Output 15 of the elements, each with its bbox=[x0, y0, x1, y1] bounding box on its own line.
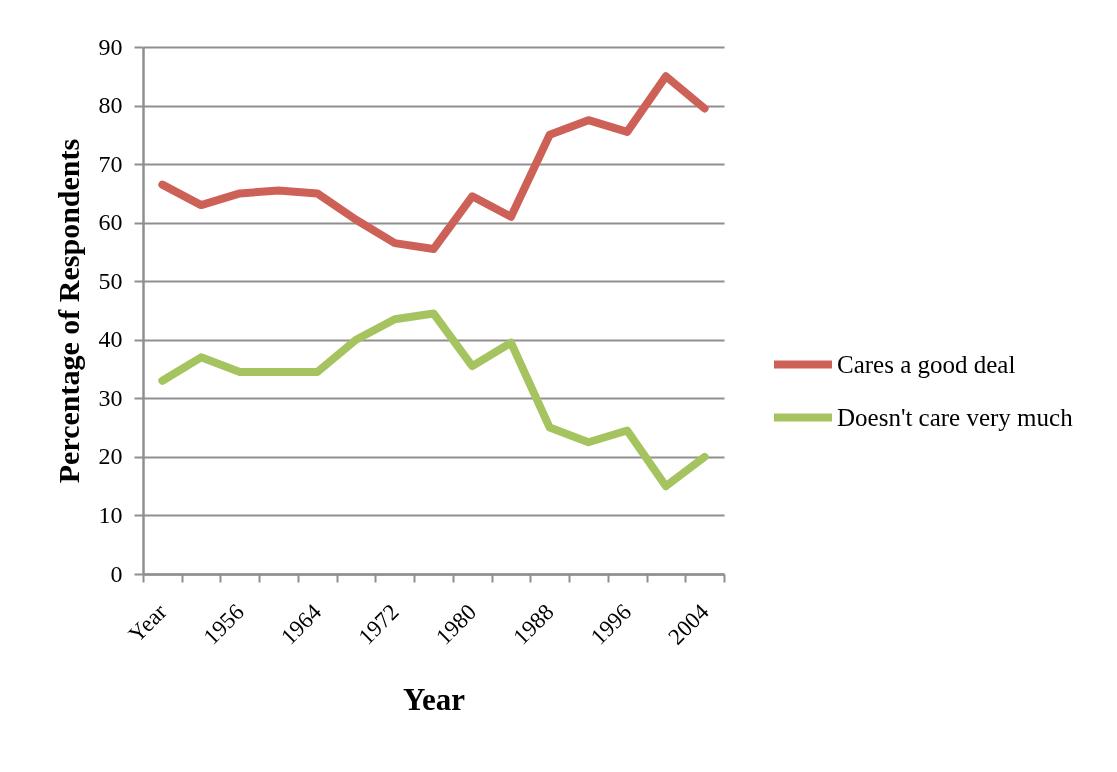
y-tick-label: 50 bbox=[98, 267, 123, 294]
y-tick-label: 80 bbox=[98, 92, 123, 119]
y-tick-label: 70 bbox=[98, 150, 123, 177]
x-axis-title: Year bbox=[403, 681, 466, 717]
y-tick-label: 90 bbox=[98, 33, 123, 60]
legend-label: Doesn't care very much bbox=[837, 403, 1074, 431]
y-tick-label: 60 bbox=[98, 209, 123, 236]
legend-label: Cares a good deal bbox=[837, 350, 1016, 378]
y-tick-label: 20 bbox=[98, 443, 123, 470]
y-tick-label: 0 bbox=[110, 560, 123, 587]
x-tick-label: Year bbox=[123, 599, 172, 647]
y-tick-label: 30 bbox=[98, 384, 123, 411]
y-axis-title: Percentage of Respondents bbox=[51, 138, 85, 484]
y-tick-label: 40 bbox=[98, 326, 123, 353]
y-tick-label: 10 bbox=[98, 501, 123, 528]
